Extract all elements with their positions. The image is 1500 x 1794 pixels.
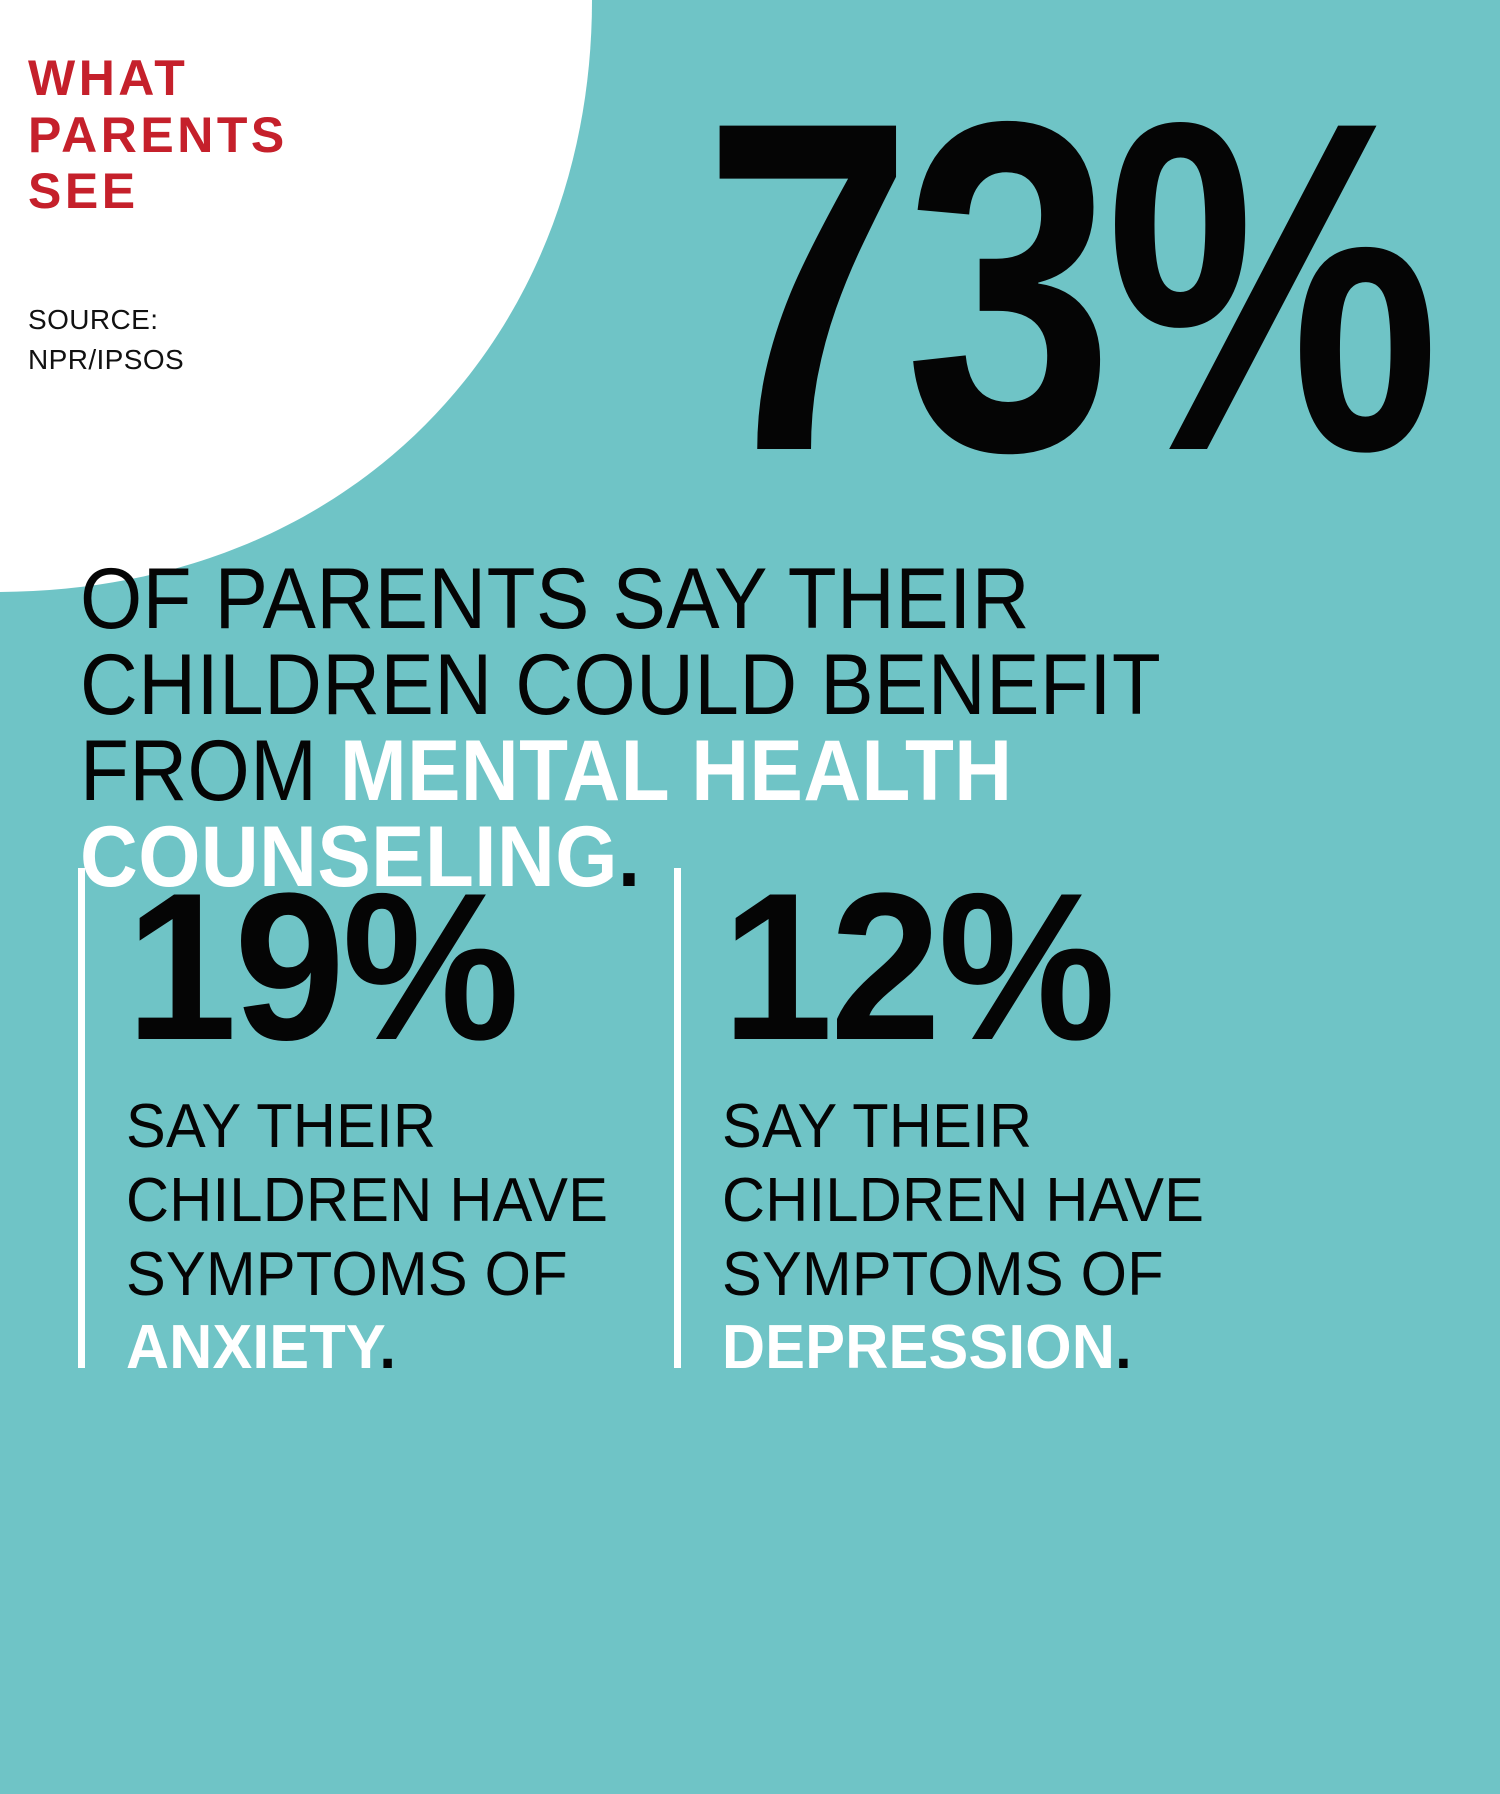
stat-keyword-depression: DEPRESSION <box>722 1313 1116 1383</box>
headline-part1: OF PARENTS SAY THEIR CHILDREN COULD BENE… <box>80 551 1160 819</box>
stat-number-depression: 12% <box>722 849 1116 1084</box>
stat-text-anxiety-lead: SAY THEIR CHILDREN HAVE SYMPTOMS OF <box>126 1092 609 1309</box>
stat-text-depression-lead: SAY THEIR CHILDREN HAVE SYMPTOMS OF <box>722 1092 1205 1309</box>
source-credit: SOURCE: NPR/IPSOS <box>28 304 185 375</box>
stat-period-anxiety: . <box>379 1313 397 1383</box>
kicker-text: WHAT PARENTS SEE <box>28 50 288 219</box>
column-divider-right <box>674 868 681 1368</box>
stats-row: 19% SAY THEIR CHILDREN HAVE SYMPTOMS OF … <box>78 862 1408 1385</box>
stat-text-depression: SAY THEIR CHILDREN HAVE SYMPTOMS OF DEPR… <box>722 1090 1248 1385</box>
stat-card-depression: 12% SAY THEIR CHILDREN HAVE SYMPTOMS OF … <box>674 862 1270 1385</box>
headline: OF PARENTS SAY THEIR CHILDREN COULD BENE… <box>80 556 1363 900</box>
stat-period-depression: . <box>1115 1313 1132 1383</box>
stat-text-anxiety: SAY THEIR CHILDREN HAVE SYMPTOMS OF ANXI… <box>126 1090 652 1385</box>
headline-period: . <box>617 809 641 905</box>
stat-keyword-anxiety: ANXIETY <box>126 1313 380 1383</box>
page-title: WHAT PARENTS SEE <box>28 50 358 220</box>
headline-highlight: MENTAL HEALTH COUNSELING <box>80 723 1013 905</box>
stat-card-anxiety: 19% SAY THEIR CHILDREN HAVE SYMPTOMS OF … <box>78 862 674 1385</box>
column-divider-left <box>78 868 85 1368</box>
big-stat-value: 73% <box>703 24 1440 549</box>
stat-number-anxiety: 19% <box>126 849 520 1084</box>
